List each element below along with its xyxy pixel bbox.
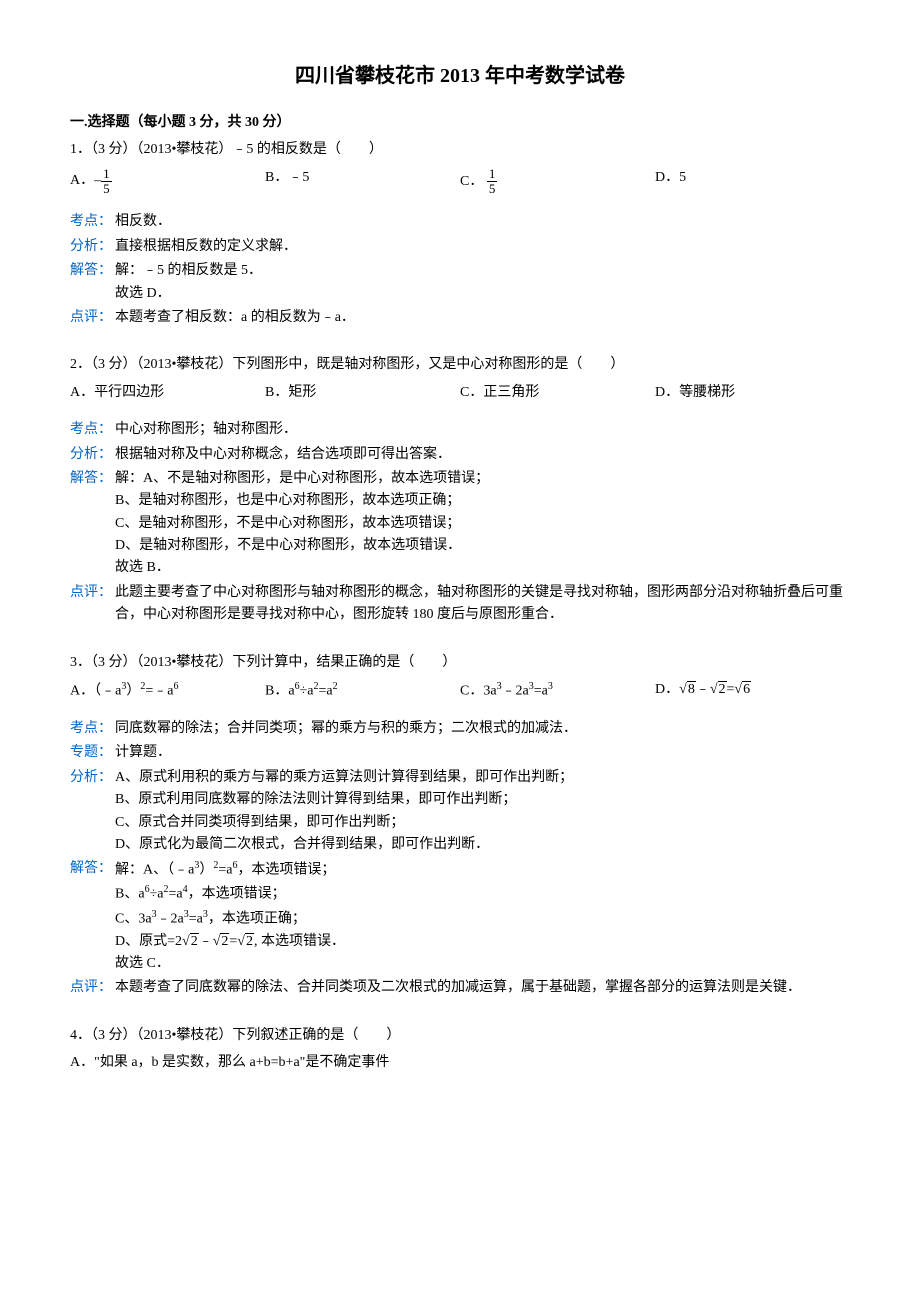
frac-num: 1 [101, 167, 112, 182]
jieda-label: 解答： [70, 260, 115, 282]
question-3-text: 3．（3 分）（2013•攀枝花）下列计算中，结果正确的是（ ） [70, 652, 850, 674]
option-c: C．3a3﹣2a3=a3 [460, 679, 655, 703]
fenxi-line: C、原式合并同类项得到结果，即可作出判断； [115, 812, 850, 834]
question-1-answer: 考点： 相反数． 分析： 直接根据相反数的定义求解． 解答： 解：﹣5 的相反数… [70, 211, 850, 329]
question-3-options: A．（﹣a3）2=﹣a6 B．a6÷a2=a2 C．3a3﹣2a3=a3 D．8… [70, 679, 850, 703]
option-a: A． – 1 5 [70, 167, 265, 197]
section-header: 一.选择题（每小题 3 分，共 30 分） [70, 112, 850, 134]
dianping-label: 点评： [70, 582, 115, 604]
dianping-label: 点评： [70, 307, 115, 329]
jieda-line: D、是轴对称图形，不是中心对称图形，故本选项错误． [115, 535, 850, 557]
page-title: 四川省攀枝花市 2013 年中考数学试卷 [70, 60, 850, 92]
frac-den: 5 [487, 182, 498, 196]
option-b: B．a6÷a2=a2 [265, 679, 460, 703]
question-3-answer: 考点： 同底数幂的除法；合并同类项；幂的乘方与积的乘方；二次根式的加减法． 专题… [70, 718, 850, 1000]
jieda-content: 解：﹣5 的相反数是 5． [115, 260, 850, 282]
jieda-line: B、a6÷a2=a4，本选项错误； [115, 882, 850, 906]
option-a: A．平行四边形 [70, 382, 265, 404]
option-a: A．（﹣a3）2=﹣a6 [70, 679, 265, 703]
jieda-line: 故选 B． [115, 557, 850, 579]
option-b: B．﹣5 [265, 167, 460, 197]
kaodian-label: 考点： [70, 211, 115, 233]
option-d: D．5 [655, 167, 850, 197]
dianping-label: 点评： [70, 977, 115, 999]
jieda-label: 解答： [70, 858, 115, 880]
question-2-answer: 考点： 中心对称图形；轴对称图形． 分析： 根据轴对称及中心对称概念，结合选项即… [70, 419, 850, 627]
jieda-content: 解：A、（﹣a3）2=a6，本选项错误； [115, 858, 850, 882]
jieda-line: B、是轴对称图形，也是中心对称图形，故本选项正确； [115, 490, 850, 512]
option-d: D．等腰梯形 [655, 382, 850, 404]
fenxi-line: D、原式化为最简二次根式，合并得到结果，即可作出判断． [115, 834, 850, 856]
kaodian-label: 考点： [70, 718, 115, 740]
fenxi-content: 根据轴对称及中心对称概念，结合选项即可得出答案． [115, 444, 850, 466]
jieda-label: 解答： [70, 468, 115, 490]
option-c: C． 1 5 [460, 167, 655, 197]
option-a-prefix: A． [70, 170, 94, 192]
kaodian-content: 相反数． [115, 211, 850, 233]
dianping-content: 此题主要考查了中心对称图形与轴对称图形的概念，轴对称图形的关键是寻找对称轴，图形… [115, 582, 850, 627]
kaodian-content: 中心对称图形；轴对称图形． [115, 419, 850, 441]
jieda-line: 故选 D． [115, 283, 850, 305]
zhuanti-content: 计算题． [115, 742, 850, 764]
option-d: D．8﹣2=6 [655, 679, 850, 703]
fenxi-label: 分析： [70, 236, 115, 258]
fenxi-label: 分析： [70, 767, 115, 789]
fenxi-label: 分析： [70, 444, 115, 466]
question-1-text: 1．（3 分）（2013•攀枝花）﹣5 的相反数是（ ） [70, 139, 850, 161]
fenxi-content: A、原式利用积的乘方与幂的乘方运算法则计算得到结果，即可作出判断； [115, 767, 850, 789]
option-c: C．正三角形 [460, 382, 655, 404]
frac-den: 5 [101, 182, 112, 196]
frac-num: 1 [487, 167, 498, 182]
jieda-line: C、3a3﹣2a3=a3，本选项正确； [115, 907, 850, 931]
question-1-options: A． – 1 5 B．﹣5 C． 1 5 D．5 [70, 167, 850, 197]
kaodian-content: 同底数幂的除法；合并同类项；幂的乘方与积的乘方；二次根式的加减法． [115, 718, 850, 740]
kaodian-label: 考点： [70, 419, 115, 441]
question-2-options: A．平行四边形 B．矩形 C．正三角形 D．等腰梯形 [70, 382, 850, 404]
zhuanti-label: 专题： [70, 742, 115, 764]
fenxi-line: B、原式利用同底数幂的除法法则计算得到结果，即可作出判断； [115, 789, 850, 811]
jieda-line: C、是轴对称图形，不是中心对称图形，故本选项错误； [115, 513, 850, 535]
fenxi-content: 直接根据相反数的定义求解． [115, 236, 850, 258]
jieda-line: 故选 C． [115, 953, 850, 975]
jieda-content: 解：A、不是轴对称图形，是中心对称图形，故本选项错误； [115, 468, 850, 490]
dianping-content: 本题考查了同底数幂的除法、合并同类项及二次根式的加减运算，属于基础题，掌握各部分… [115, 977, 850, 999]
option-a-neg: – [94, 170, 101, 192]
option-c-prefix: C． [460, 174, 483, 189]
question-2-text: 2．（3 分）（2013•攀枝花）下列图形中，既是轴对称图形，又是中心对称图形的… [70, 354, 850, 376]
jieda-line: D、原式=22﹣2=2, 本选项错误． [115, 931, 850, 953]
dianping-content: 本题考查了相反数：a 的相反数为﹣a． [115, 307, 850, 329]
question-4-text: 4．（3 分）（2013•攀枝花）下列叙述正确的是（ ） [70, 1025, 850, 1047]
question-4-option-a: A．"如果 a，b 是实数，那么 a+b=b+a"是不确定事件 [70, 1052, 850, 1074]
option-b: B．矩形 [265, 382, 460, 404]
